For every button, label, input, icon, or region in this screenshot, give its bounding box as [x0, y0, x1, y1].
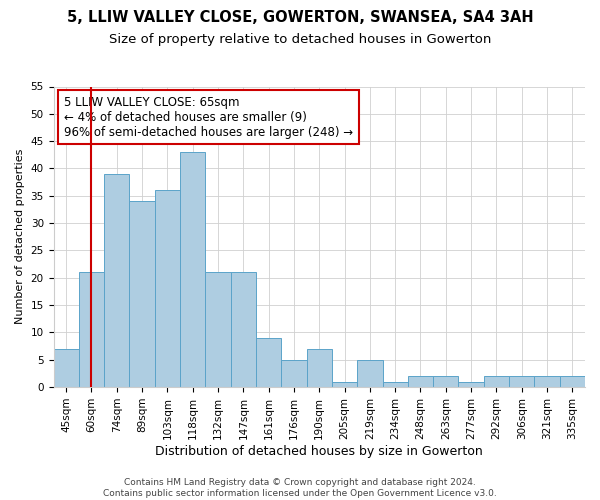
Y-axis label: Number of detached properties: Number of detached properties — [15, 149, 25, 324]
Bar — [408, 376, 433, 387]
Bar — [458, 382, 484, 387]
Bar — [332, 382, 357, 387]
Bar — [230, 272, 256, 387]
Bar — [79, 272, 104, 387]
Bar — [383, 382, 408, 387]
Bar — [535, 376, 560, 387]
Bar — [433, 376, 458, 387]
Bar — [104, 174, 130, 387]
Bar — [180, 152, 205, 387]
Bar — [256, 338, 281, 387]
Bar — [357, 360, 383, 387]
X-axis label: Distribution of detached houses by size in Gowerton: Distribution of detached houses by size … — [155, 444, 483, 458]
Text: Size of property relative to detached houses in Gowerton: Size of property relative to detached ho… — [109, 32, 491, 46]
Bar — [281, 360, 307, 387]
Bar — [53, 349, 79, 387]
Text: Contains HM Land Registry data © Crown copyright and database right 2024.
Contai: Contains HM Land Registry data © Crown c… — [103, 478, 497, 498]
Text: 5 LLIW VALLEY CLOSE: 65sqm
← 4% of detached houses are smaller (9)
96% of semi-d: 5 LLIW VALLEY CLOSE: 65sqm ← 4% of detac… — [64, 96, 353, 138]
Bar — [509, 376, 535, 387]
Text: 5, LLIW VALLEY CLOSE, GOWERTON, SWANSEA, SA4 3AH: 5, LLIW VALLEY CLOSE, GOWERTON, SWANSEA,… — [67, 10, 533, 25]
Bar — [130, 202, 155, 387]
Bar — [205, 272, 230, 387]
Bar — [307, 349, 332, 387]
Bar — [155, 190, 180, 387]
Bar — [484, 376, 509, 387]
Bar — [560, 376, 585, 387]
